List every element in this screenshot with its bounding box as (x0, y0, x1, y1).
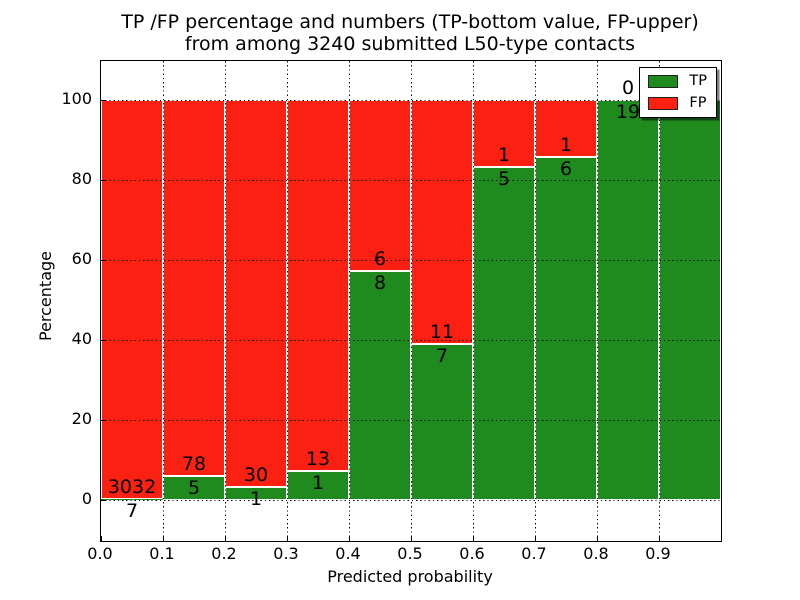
x-tick (225, 536, 226, 541)
y-gridline (101, 260, 721, 261)
x-gridline (225, 61, 226, 541)
bar-fp-segment (473, 100, 535, 167)
y-tick-label: 0 (81, 489, 92, 508)
x-tick-label: 0.2 (211, 544, 237, 563)
bar-fp-segment (287, 100, 349, 471)
bar-fp-segment (349, 100, 411, 271)
plot-area: 3032778530113168117151601909 TP FP (100, 60, 722, 542)
x-tick-label: 0.8 (583, 544, 609, 563)
x-gridline (597, 61, 598, 541)
fp-count-label: 30 (243, 464, 269, 486)
x-gridline (535, 61, 536, 541)
bar-tp-segment (597, 100, 659, 500)
bar-tp-segment (659, 100, 721, 500)
y-tick (101, 100, 106, 101)
bar-tp-segment (287, 471, 349, 500)
tp-count-label: 5 (497, 168, 511, 190)
x-tick (535, 536, 536, 541)
legend-entry-fp: FP (648, 96, 707, 110)
fp-count-label: 78 (181, 453, 207, 475)
bar-tp-segment (535, 157, 597, 500)
y-tick (101, 180, 106, 181)
y-gridline (101, 340, 721, 341)
fp-count-label: 0 (621, 77, 635, 99)
x-tick-label: 0.1 (149, 544, 175, 563)
x-tick-label: 0.6 (459, 544, 485, 563)
x-tick (597, 536, 598, 541)
tp-count-label: 6 (559, 158, 573, 180)
x-tick-label: 0.4 (335, 544, 361, 563)
x-gridline (163, 61, 164, 541)
chart-title-line1: TP /FP percentage and numbers (TP-bottom… (121, 11, 699, 33)
y-tick (101, 500, 106, 501)
y-gridline (101, 500, 721, 501)
x-tick (411, 536, 412, 541)
bar-tp-segment (411, 344, 473, 500)
x-gridline (659, 61, 660, 541)
chart-title-line2: from among 3240 submitted L50-type conta… (184, 33, 636, 55)
x-gridline (411, 61, 412, 541)
fp-count-label: 3032 (107, 476, 157, 498)
x-tick-label: 0.7 (521, 544, 547, 563)
tp-count-label: 7 (435, 345, 449, 367)
x-tick (101, 536, 102, 541)
x-gridline (349, 61, 350, 541)
tp-count-label: 19 (615, 101, 641, 123)
x-tick-label: 0.9 (645, 544, 671, 563)
bar-fp-segment (411, 100, 473, 344)
x-tick-label: 0.3 (273, 544, 299, 563)
legend: TP FP (639, 67, 717, 118)
bar-tp-segment (163, 476, 225, 500)
tp-count-label: 1 (311, 472, 325, 494)
tp-count-label: 8 (373, 272, 387, 294)
legend-tp-label: TP (689, 73, 707, 89)
legend-entry-tp: TP (648, 74, 707, 88)
x-tick (163, 536, 164, 541)
y-axis-label: Percentage (36, 250, 55, 342)
y-tick-label: 80 (71, 169, 92, 188)
tp-count-label: 7 (125, 500, 139, 522)
y-tick-label: 40 (71, 329, 92, 348)
fp-count-label: 1 (497, 144, 511, 166)
chart-title: TP /FP percentage and numbers (TP-bottom… (100, 11, 720, 55)
x-gridline (287, 61, 288, 541)
y-tick (101, 340, 106, 341)
y-tick (101, 420, 106, 421)
fp-count-label: 11 (429, 321, 455, 343)
y-gridline (101, 420, 721, 421)
y-tick-label: 100 (61, 89, 92, 108)
x-tick (349, 536, 350, 541)
fp-count-label: 1 (559, 134, 573, 156)
legend-fp-label: FP (689, 95, 707, 111)
bar-tp-segment (101, 499, 163, 500)
x-axis-label: Predicted probability (327, 567, 493, 586)
x-tick (287, 536, 288, 541)
bar-tp-segment (473, 167, 535, 500)
y-tick-label: 60 (71, 249, 92, 268)
legend-fp-swatch (648, 96, 679, 110)
y-tick (101, 260, 106, 261)
bar-fp-segment (225, 100, 287, 487)
x-tick (473, 536, 474, 541)
x-tick-label: 0.0 (87, 544, 113, 563)
bar-fp-segment (163, 100, 225, 476)
fp-count-label: 6 (373, 248, 387, 270)
bar-fp-segment (101, 100, 163, 499)
y-gridline (101, 100, 721, 101)
fp-count-label: 13 (305, 448, 331, 470)
x-tick-label: 0.5 (397, 544, 423, 563)
tp-count-label: 5 (187, 477, 201, 499)
legend-tp-swatch (648, 74, 679, 88)
y-tick-label: 20 (71, 409, 92, 428)
bar-tp-segment (349, 271, 411, 500)
y-gridline (101, 180, 721, 181)
x-gridline (473, 61, 474, 541)
x-tick (659, 536, 660, 541)
tp-count-label: 1 (249, 488, 263, 510)
